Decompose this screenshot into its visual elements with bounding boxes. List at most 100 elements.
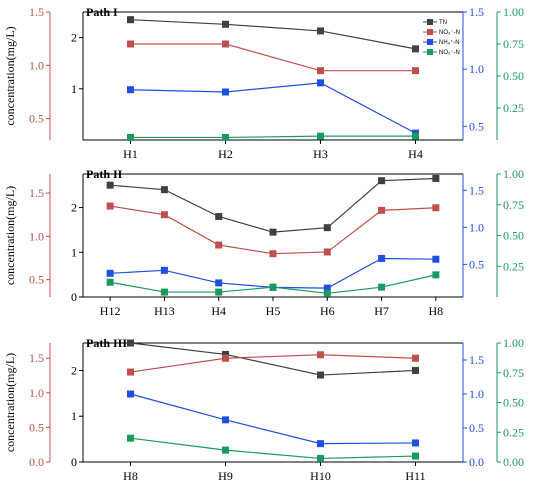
x-tick-label: H6 — [320, 304, 335, 318]
data-point-no3 — [215, 241, 223, 249]
y-tick-label-nh4: 0.0 — [469, 455, 484, 469]
legend-marker — [427, 29, 433, 35]
data-point-tn — [432, 174, 440, 182]
panel-2: H12 H13 H4 H5 H6 H7 H8 Path II concentration(mg/… — [3, 167, 524, 318]
y-tick-label-no2: 0.50 — [503, 396, 524, 410]
panel-title: Path I — [86, 5, 118, 19]
data-point-no3 — [222, 40, 229, 48]
x-tick-label: H9 — [218, 469, 233, 483]
legend-label: NO₂⁻-N — [439, 50, 460, 56]
series-line-nh4 — [130, 82, 416, 134]
panel-3: H8 H9 H10 H11 Path III concentration(mg/L) 0 1 2… — [3, 336, 524, 483]
data-point-no2 — [222, 133, 229, 141]
y-tick-label-tn: 1 — [71, 409, 77, 423]
data-point-no2 — [215, 288, 223, 296]
y-tick-label-no2: 0.75 — [503, 37, 524, 51]
data-point-tn — [317, 371, 324, 379]
data-point-nh4 — [222, 416, 229, 424]
data-point-no3 — [323, 248, 331, 256]
x-tick-label: H4 — [408, 147, 423, 161]
data-point-no2 — [323, 289, 331, 297]
y-tick-label-no2: 0.00 — [503, 455, 524, 469]
data-point-nh4 — [127, 86, 134, 94]
data-point-nh4 — [432, 255, 440, 263]
x-tick-label: H8 — [429, 304, 444, 318]
series-line-nh4 — [130, 393, 416, 445]
data-point-no2 — [127, 133, 134, 141]
legend-label: TN — [439, 20, 447, 26]
data-point-tn — [222, 20, 229, 28]
data-point-no3 — [222, 354, 229, 362]
data-point-no2 — [412, 132, 419, 140]
y-tick-label-no2: 0.25 — [503, 259, 524, 273]
y-tick-label-nh4: 0.5 — [469, 257, 484, 271]
x-tick-label: H10 — [310, 469, 331, 483]
data-point-no2 — [106, 278, 114, 286]
y-tick-label-tn: 1 — [71, 245, 77, 259]
data-point-no2 — [317, 454, 324, 462]
data-point-no3 — [432, 204, 440, 212]
y-tick-label-no3: 1.0 — [29, 386, 44, 400]
y-tick-label-no3: 0.5 — [29, 420, 44, 434]
y-tick-label-tn: 0 — [71, 290, 77, 304]
x-tick-label: H5 — [266, 304, 281, 318]
legend-marker — [427, 39, 433, 45]
series-line-no3 — [130, 43, 416, 72]
y-axis-label: concentration(mg/L) — [3, 186, 17, 285]
y-tick-label-no3: 1.5 — [29, 5, 44, 19]
y-tick-label-nh4: 1.5 — [469, 5, 484, 19]
x-tick-label: H3 — [313, 147, 328, 161]
data-point-nh4 — [378, 254, 386, 262]
y-tick-label-nh4: 1.0 — [469, 387, 484, 401]
x-tick-label: H1 — [123, 147, 138, 161]
panel-title: Path III — [86, 336, 127, 350]
data-point-no3 — [412, 354, 419, 362]
y-tick-label-no2: 0.50 — [503, 229, 524, 243]
data-point-nh4 — [106, 269, 114, 277]
data-point-no3 — [317, 67, 324, 75]
y-tick-label-no3: 1.0 — [29, 229, 44, 243]
x-tick-label: H13 — [154, 304, 175, 318]
x-tick-label: H4 — [211, 304, 226, 318]
y-tick-label-tn: 0 — [71, 455, 77, 469]
data-point-no2 — [317, 132, 324, 140]
x-tick-label: H2 — [218, 147, 233, 161]
data-point-no3 — [378, 206, 386, 214]
data-point-nh4 — [317, 79, 324, 87]
data-point-no2 — [127, 434, 134, 442]
data-point-no2 — [378, 283, 386, 291]
data-point-nh4 — [323, 284, 331, 292]
data-point-tn — [412, 45, 419, 53]
x-tick-label: H12 — [100, 304, 121, 318]
data-point-tn — [127, 16, 134, 24]
y-tick-label-tn: 2 — [71, 363, 77, 377]
y-tick-label-no3: 0.5 — [29, 112, 44, 126]
data-point-tn — [412, 366, 419, 374]
data-point-nh4 — [215, 279, 223, 287]
y-tick-label-no3: 1.5 — [29, 186, 44, 200]
data-point-no3 — [269, 250, 277, 258]
y-tick-label-nh4: 0.5 — [469, 421, 484, 435]
y-tick-label-no2: 0.75 — [503, 366, 524, 380]
data-point-no3 — [127, 40, 134, 48]
y-tick-label-tn: 2 — [71, 201, 77, 215]
series-line-no2 — [130, 135, 416, 139]
legend-label: NO₃⁻-N — [439, 30, 460, 36]
y-tick-label-no2: 0.25 — [503, 101, 524, 115]
y-tick-label-nh4: 1.0 — [469, 220, 484, 234]
y-tick-label-no2: 0.25 — [503, 425, 524, 439]
x-tick-label: H11 — [405, 469, 425, 483]
data-point-no2 — [412, 452, 419, 460]
data-point-tn — [106, 181, 114, 189]
data-point-no3 — [317, 351, 324, 359]
data-point-no2 — [269, 283, 277, 291]
data-point-nh4 — [160, 266, 168, 274]
data-point-tn — [215, 212, 223, 220]
data-point-no3 — [127, 368, 134, 376]
y-tick-label-tn: 1 — [71, 82, 77, 96]
y-tick-label-no3: 0.5 — [29, 273, 44, 287]
series-line-tn — [130, 19, 416, 50]
data-point-tn — [222, 350, 229, 358]
series-line-no2 — [130, 437, 416, 460]
